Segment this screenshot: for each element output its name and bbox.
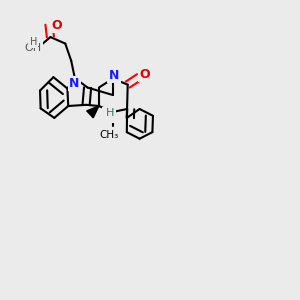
Text: H: H [29, 37, 37, 47]
Text: O: O [140, 68, 150, 81]
Text: H: H [106, 108, 114, 118]
Text: N: N [69, 77, 80, 90]
Text: N: N [109, 69, 119, 82]
Text: N: N [103, 108, 114, 122]
Text: CH₃: CH₃ [100, 130, 119, 140]
Text: O: O [51, 19, 62, 32]
Text: OH: OH [25, 44, 42, 53]
Polygon shape [87, 106, 99, 118]
